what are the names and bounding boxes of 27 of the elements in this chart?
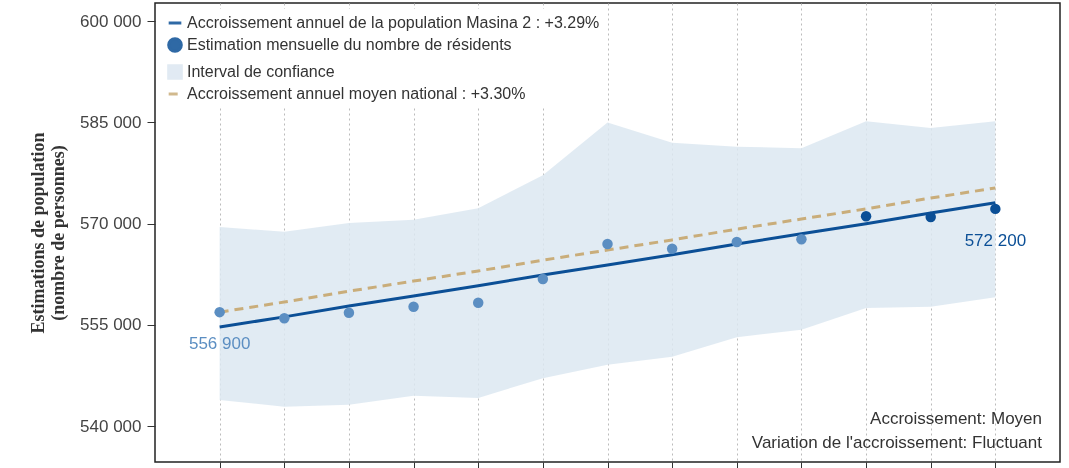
point — [796, 234, 807, 245]
point — [408, 301, 419, 312]
data-label: 572 200 — [964, 230, 1027, 250]
y-tick-label: 585 000 — [80, 112, 142, 132]
point — [537, 273, 549, 285]
point — [860, 211, 872, 222]
point — [731, 236, 743, 248]
y-axis-title: Estimations de population (nombre de personnes) — [28, 132, 70, 334]
y-tick-label: 600 000 — [80, 11, 142, 31]
point — [279, 312, 290, 324]
point — [990, 203, 1001, 215]
point — [343, 307, 355, 319]
point — [925, 211, 936, 223]
legend-label: Interval de confiance — [187, 63, 335, 80]
y-tick-label: 540 000 — [80, 416, 142, 436]
annotation: Variation de l'accroissement: Fluctuant — [751, 433, 1043, 452]
legend-label: Accroissement annuel de la population Masina 2 : +3.29% — [187, 14, 600, 31]
point — [214, 306, 225, 318]
data-label: 556 900 — [188, 334, 251, 354]
point — [666, 243, 678, 254]
y-tick-label: 555 000 — [80, 315, 142, 335]
legend-label: Estimation mensuelle du nombre de résidents — [187, 36, 512, 53]
y-tick-label: 570 000 — [80, 214, 142, 234]
annotation: Accroissement: Moyen — [870, 409, 1042, 428]
legend-label: Accroissement annuel moyen national : +3.30% — [187, 85, 526, 102]
point — [472, 297, 484, 308]
point — [602, 238, 613, 250]
